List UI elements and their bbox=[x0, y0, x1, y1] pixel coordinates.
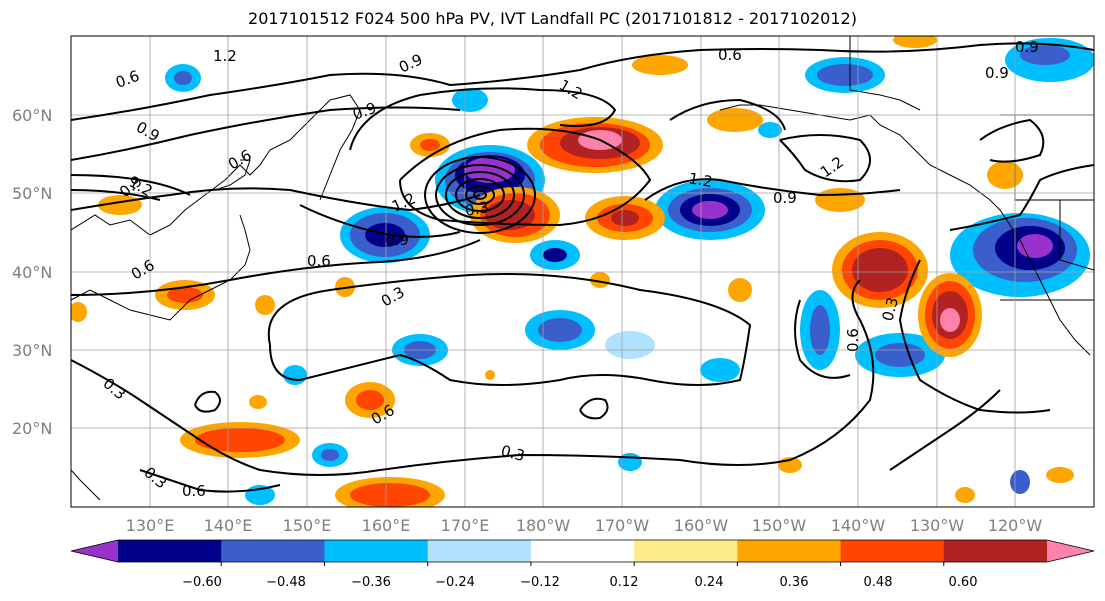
colorbar-tick-label: −0.48 bbox=[266, 575, 306, 590]
latitude-label: 20°N bbox=[12, 419, 52, 438]
colorbar-tick-label: −0.24 bbox=[435, 575, 475, 590]
colorbar-segment bbox=[943, 540, 1048, 562]
positive-anomaly-northeast-pacific bbox=[832, 232, 982, 357]
colorbar-extend-high bbox=[1047, 540, 1094, 562]
longitude-label: 120°W bbox=[988, 516, 1043, 535]
contour-label: 0.6 bbox=[307, 252, 331, 270]
colorbar-segment bbox=[324, 540, 429, 562]
grid-lines bbox=[71, 36, 1094, 507]
colorbar bbox=[70, 539, 1095, 566]
colorbar-tick-label: 0.48 bbox=[864, 575, 893, 590]
negative-anomaly-kamchatka bbox=[340, 207, 430, 263]
contour-label: 0.9 bbox=[1015, 38, 1039, 56]
latitude-label: 30°N bbox=[12, 341, 52, 360]
colorbar-tick-label: −0.12 bbox=[520, 575, 560, 590]
contour-label: 0.9 bbox=[385, 231, 409, 249]
colorbar-segment bbox=[737, 540, 842, 562]
longitude-label: 130°E bbox=[126, 516, 175, 535]
latitude-labels: 60°N 50°N 40°N 30°N 20°N bbox=[12, 106, 52, 438]
longitude-label: 140°E bbox=[204, 516, 253, 535]
colorbar-segment bbox=[221, 540, 325, 562]
colorbar-segment bbox=[118, 540, 222, 562]
colorbar-segment bbox=[840, 540, 945, 562]
contour-label: 0.3 bbox=[878, 295, 902, 323]
latitude-label: 40°N bbox=[12, 263, 52, 282]
pv-contours bbox=[71, 42, 1094, 493]
positive-anomaly-aleutians bbox=[527, 117, 663, 173]
contour-label: 0.6 bbox=[718, 46, 742, 64]
contour-label: 1.2 bbox=[213, 47, 237, 65]
colorbar-extend-low bbox=[71, 540, 118, 562]
longitude-label: 180°W bbox=[516, 516, 571, 535]
map-title: 2017101512 F024 500 hPa PV, IVT Landfall… bbox=[248, 9, 857, 28]
colorbar-segment bbox=[634, 540, 738, 562]
contour-label: 0.9 bbox=[773, 189, 797, 207]
negative-anomaly-alaska bbox=[805, 38, 1094, 93]
colorbar-outline bbox=[70, 539, 1095, 563]
contour-label: 0.3 bbox=[499, 441, 527, 465]
contour-label: 0.6 bbox=[844, 328, 862, 352]
longitude-label: 170°W bbox=[595, 516, 650, 535]
contour-label: 1.2 bbox=[687, 169, 714, 191]
colorbar-tick-label: 0.60 bbox=[949, 575, 978, 590]
colorbar-tick-label: −0.60 bbox=[182, 575, 222, 590]
longitude-labels: 130°E 140°E 150°E 160°E 170°E 180°W 170°… bbox=[126, 516, 1043, 535]
positive-anomaly-scatter bbox=[71, 36, 1074, 507]
contour-label: 0.3 bbox=[464, 198, 491, 220]
colorbar-tick-label: 0.36 bbox=[780, 575, 809, 590]
colorbar-tick-label: 0.12 bbox=[610, 575, 639, 590]
longitude-label: 160°W bbox=[674, 516, 729, 535]
longitude-label: 170°E bbox=[441, 516, 490, 535]
colorbar-tick-labels: −0.60 −0.48 −0.36 −0.24 −0.12 0.12 0.24 … bbox=[182, 575, 977, 590]
latitude-label: 50°N bbox=[12, 184, 52, 203]
colorbar-tick-label: −0.36 bbox=[351, 575, 391, 590]
longitude-label: 130°W bbox=[910, 516, 965, 535]
shading-layer bbox=[71, 36, 1094, 507]
colorbar-segment bbox=[427, 540, 532, 562]
longitude-label: 140°W bbox=[831, 516, 886, 535]
coastlines bbox=[71, 36, 1094, 501]
colorbar-segment bbox=[530, 540, 635, 562]
longitude-label: 150°E bbox=[283, 516, 332, 535]
contour-label: 0.6 bbox=[182, 482, 206, 500]
map-frame bbox=[70, 35, 1095, 508]
longitude-label: 160°E bbox=[362, 516, 411, 535]
longitude-label: 150°W bbox=[752, 516, 807, 535]
contour-label: 0.9 bbox=[985, 64, 1009, 82]
latitude-label: 60°N bbox=[12, 106, 52, 125]
colorbar-tick-label: 0.24 bbox=[695, 575, 724, 590]
